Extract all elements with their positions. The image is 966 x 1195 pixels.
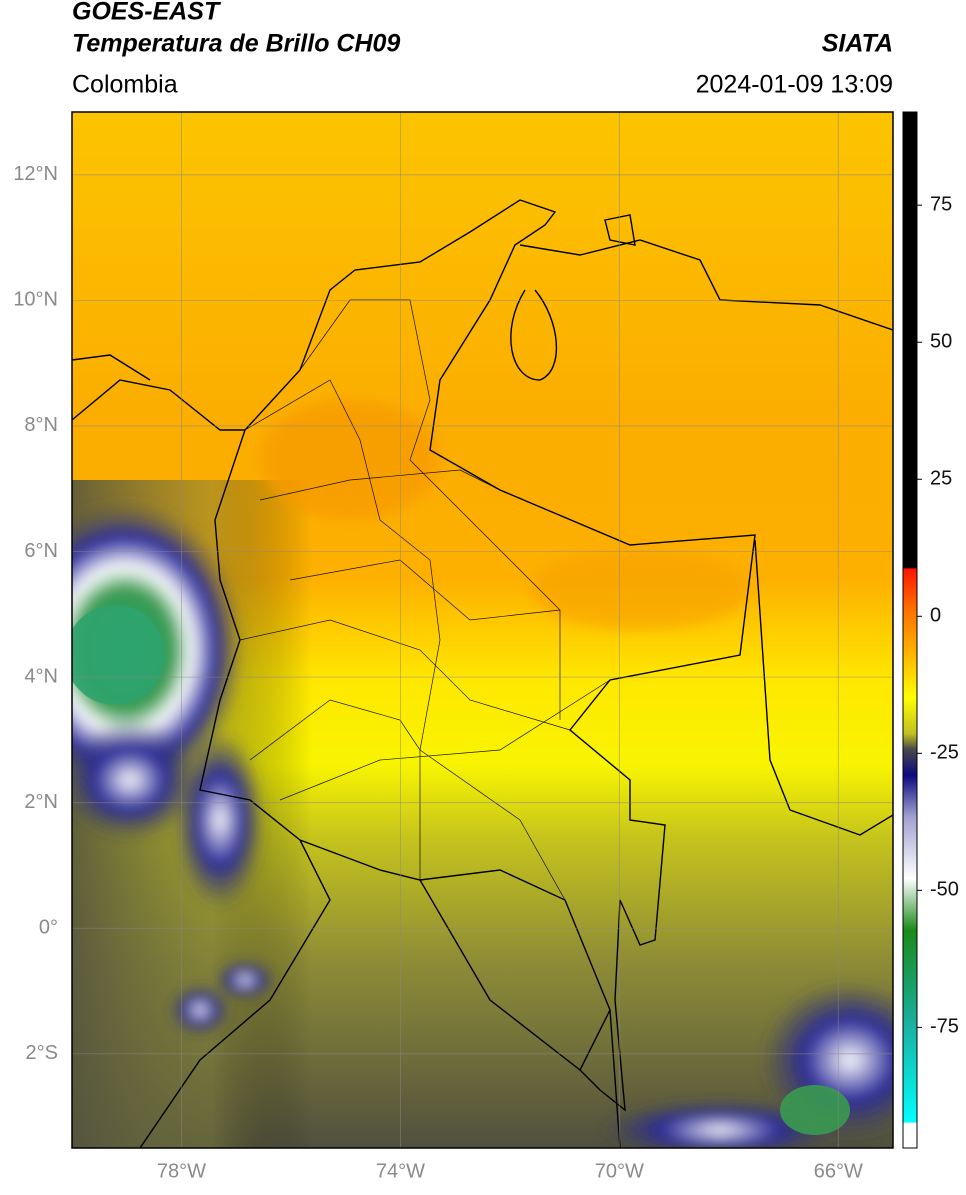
lon-tick-label: 78°W (157, 1160, 206, 1182)
lat-tick-label: 10°N (13, 289, 58, 311)
lat-tick-label: 6°N (24, 540, 58, 562)
colorbar-tick-label: -25 (930, 742, 959, 764)
lat-tick-label: 4°N (24, 665, 58, 687)
lat-tick-label: 2°S (26, 1042, 58, 1064)
colorbar-tick-label: -75 (930, 1016, 959, 1038)
lon-tick-label: 74°W (376, 1160, 425, 1182)
lat-tick-label: 12°N (13, 163, 58, 185)
lon-tick-label: 66°W (814, 1160, 863, 1182)
colorbar-tick-label: 50 (930, 331, 952, 353)
region: Colombia (72, 71, 178, 99)
source: SIATA (822, 30, 893, 58)
colorbar-tick-label: 25 (930, 468, 952, 490)
borders (72, 199, 893, 1148)
departments (239, 299, 611, 901)
satellite-image (72, 112, 893, 1148)
datetime: 2024-01-09 13:09 (696, 71, 893, 99)
map-frame (71, 111, 894, 1149)
colorbar-tick-label: 0 (930, 605, 941, 627)
title: GOES-EAST (72, 0, 222, 26)
lat-tick-label: 2°N (24, 791, 58, 813)
colorbar-tick-label: 75 (930, 193, 952, 215)
lon-tick-label: 70°W (595, 1160, 644, 1182)
lat-tick-label: 8°N (24, 414, 58, 436)
colorbar-tick-label: -50 (930, 879, 959, 901)
title: Temperatura de Brillo CH09 (72, 30, 400, 58)
colorbar (902, 111, 918, 1149)
lat-tick-label: 0° (39, 917, 58, 939)
